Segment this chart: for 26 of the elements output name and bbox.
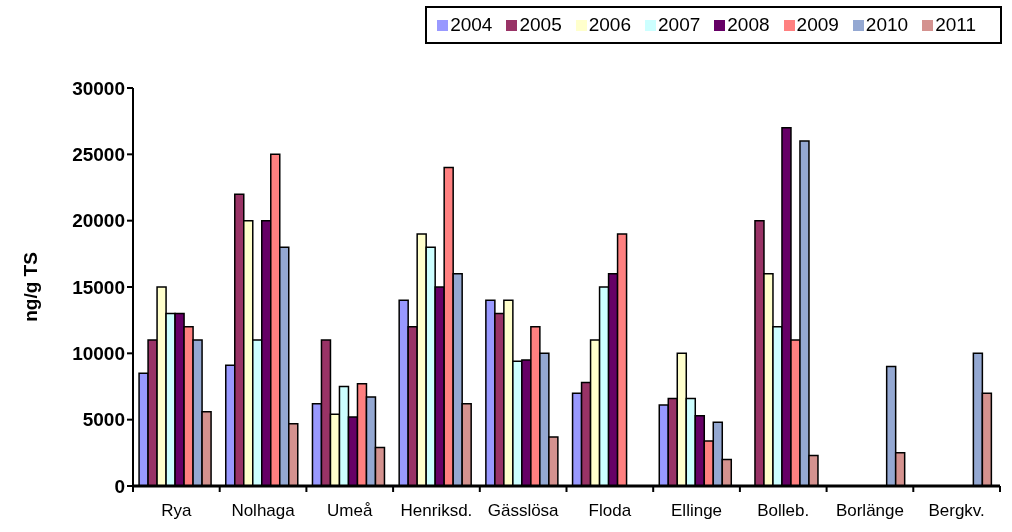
legend-label: 2011 [935, 14, 976, 35]
x-tick-label: Floda [588, 501, 632, 520]
x-tick-label: Rya [161, 501, 193, 520]
legend-label: 2005 [519, 14, 562, 35]
legend-label: 2008 [727, 14, 770, 35]
x-tick-label: Umeå [327, 501, 373, 520]
x-tick-label: Gässlösa [487, 501, 560, 520]
y-tick-label: 10000 [72, 343, 125, 365]
x-tick-label: Bolleb. [757, 501, 810, 520]
y-tick-label: 20000 [72, 210, 125, 232]
legend-label: 2007 [658, 14, 701, 35]
y-tick-label: 0 [114, 475, 125, 497]
x-tick-label: Henriksd. [400, 501, 473, 520]
y-tick-label: 25000 [72, 144, 125, 166]
x-tick-label: Nolhaga [231, 501, 296, 520]
legend-label: 2004 [450, 14, 493, 35]
y-tick-label: 15000 [72, 276, 125, 298]
y-tick-label: 30000 [72, 77, 125, 99]
x-tick-label: Borlänge [835, 501, 904, 520]
legend-label: 2010 [865, 14, 909, 35]
legend-label: 2009 [796, 14, 839, 35]
x-tick-label: Ellinge [671, 501, 723, 520]
x-tick-label: Bergkv. [928, 501, 985, 520]
y-tick-label: 5000 [82, 409, 125, 431]
legend-label: 2006 [588, 14, 632, 35]
y-axis-title: ng/g TS [19, 252, 41, 322]
